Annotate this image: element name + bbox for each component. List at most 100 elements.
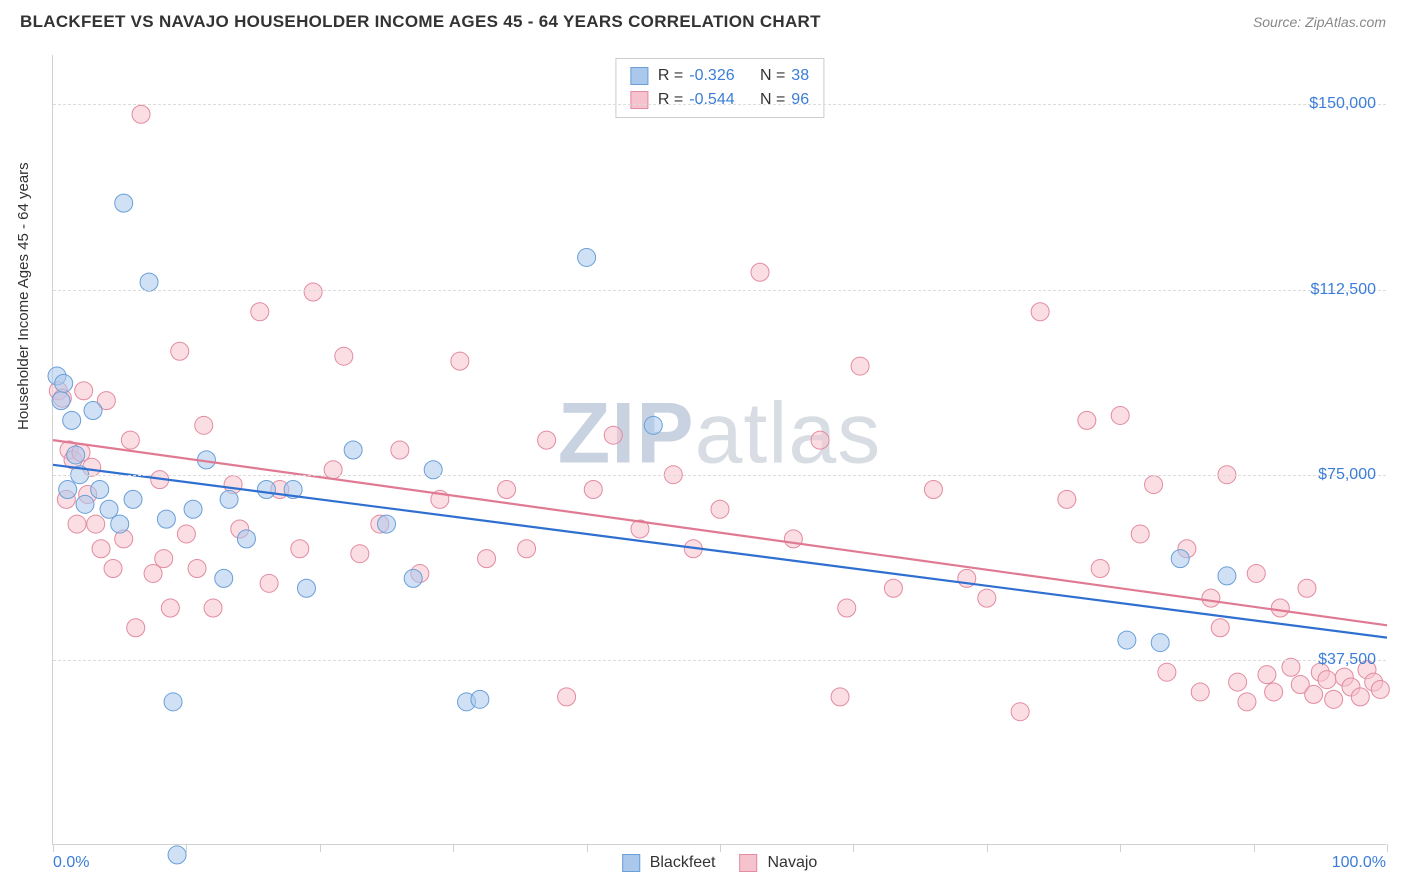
data-point xyxy=(1218,567,1236,585)
y-tick-label: $150,000 xyxy=(1309,95,1376,113)
data-point xyxy=(1318,671,1336,689)
data-point xyxy=(92,540,110,558)
data-point xyxy=(100,500,118,518)
legend-r-label: R = xyxy=(658,64,683,88)
data-point xyxy=(1305,685,1323,703)
data-point xyxy=(324,461,342,479)
data-point xyxy=(1078,411,1096,429)
data-point xyxy=(291,540,309,558)
data-point xyxy=(157,510,175,528)
x-tick xyxy=(186,844,187,852)
data-point xyxy=(1131,525,1149,543)
chart-title: BLACKFEET VS NAVAJO HOUSEHOLDER INCOME A… xyxy=(20,12,821,32)
data-point xyxy=(115,194,133,212)
legend-correlation-row: R = -0.544 N = 96 xyxy=(630,88,809,112)
data-point xyxy=(220,490,238,508)
legend-swatch xyxy=(630,67,648,85)
data-point xyxy=(784,530,802,548)
x-tick xyxy=(720,844,721,852)
data-point xyxy=(111,515,129,533)
data-point xyxy=(584,481,602,499)
data-point xyxy=(335,347,353,365)
data-point xyxy=(1171,550,1189,568)
data-point xyxy=(978,589,996,607)
data-point xyxy=(811,431,829,449)
data-point xyxy=(1145,476,1163,494)
data-point xyxy=(144,564,162,582)
data-point xyxy=(55,374,73,392)
gridline xyxy=(53,104,1386,105)
correlation-legend: R = -0.326 N = 38R = -0.544 N = 96 xyxy=(615,58,824,118)
data-point xyxy=(164,693,182,711)
x-tick xyxy=(987,844,988,852)
data-point xyxy=(121,431,139,449)
data-point xyxy=(471,690,489,708)
data-point xyxy=(63,411,81,429)
data-point xyxy=(251,303,269,321)
data-point xyxy=(578,248,596,266)
scatter-svg xyxy=(53,55,1386,844)
data-point xyxy=(215,569,233,587)
data-point xyxy=(188,560,206,578)
data-point xyxy=(75,382,93,400)
legend-r-label: R = xyxy=(658,88,683,112)
x-axis-end-label: 100.0% xyxy=(1332,854,1386,872)
data-point xyxy=(1031,303,1049,321)
data-point xyxy=(404,569,422,587)
gridline xyxy=(53,660,1386,661)
data-point xyxy=(140,273,158,291)
data-point xyxy=(1011,703,1029,721)
data-point xyxy=(171,342,189,360)
data-point xyxy=(1271,599,1289,617)
legend-n-label: N = xyxy=(760,88,785,112)
legend-swatch xyxy=(740,854,758,872)
data-point xyxy=(1091,560,1109,578)
data-point xyxy=(1211,619,1229,637)
data-point xyxy=(498,481,516,499)
data-point xyxy=(127,619,145,637)
data-point xyxy=(1371,680,1389,698)
data-point xyxy=(1058,490,1076,508)
y-tick-label: $37,500 xyxy=(1318,651,1376,669)
series-legend: BlackfeetNavajo xyxy=(622,854,818,872)
legend-n-label: N = xyxy=(760,64,785,88)
data-point xyxy=(838,599,856,617)
x-tick xyxy=(53,844,54,852)
data-point xyxy=(1202,589,1220,607)
data-point xyxy=(132,105,150,123)
data-point xyxy=(104,560,122,578)
data-point xyxy=(604,426,622,444)
data-point xyxy=(1265,683,1283,701)
chart-plot-area: ZIPatlas R = -0.326 N = 38R = -0.544 N =… xyxy=(52,55,1386,845)
data-point xyxy=(155,550,173,568)
source-attribution: Source: ZipAtlas.com xyxy=(1253,14,1386,30)
data-point xyxy=(1298,579,1316,597)
data-point xyxy=(124,490,142,508)
data-point xyxy=(257,481,275,499)
legend-n-value: 96 xyxy=(791,88,809,112)
data-point xyxy=(297,579,315,597)
data-point xyxy=(1238,693,1256,711)
data-point xyxy=(52,392,70,410)
x-tick xyxy=(853,844,854,852)
data-point xyxy=(1111,406,1129,424)
legend-series-item: Blackfeet xyxy=(622,854,716,872)
data-point xyxy=(851,357,869,375)
data-point xyxy=(59,481,77,499)
legend-correlation-row: R = -0.326 N = 38 xyxy=(630,64,809,88)
x-tick xyxy=(453,844,454,852)
x-tick xyxy=(587,844,588,852)
legend-r-value: -0.326 xyxy=(689,64,734,88)
data-point xyxy=(195,416,213,434)
gridline xyxy=(53,290,1386,291)
data-point xyxy=(538,431,556,449)
data-point xyxy=(424,461,442,479)
data-point xyxy=(1118,631,1136,649)
data-point xyxy=(351,545,369,563)
x-axis-start-label: 0.0% xyxy=(53,854,89,872)
x-tick xyxy=(320,844,321,852)
legend-swatch xyxy=(630,91,648,109)
data-point xyxy=(644,416,662,434)
data-point xyxy=(161,599,179,617)
data-point xyxy=(168,846,186,864)
